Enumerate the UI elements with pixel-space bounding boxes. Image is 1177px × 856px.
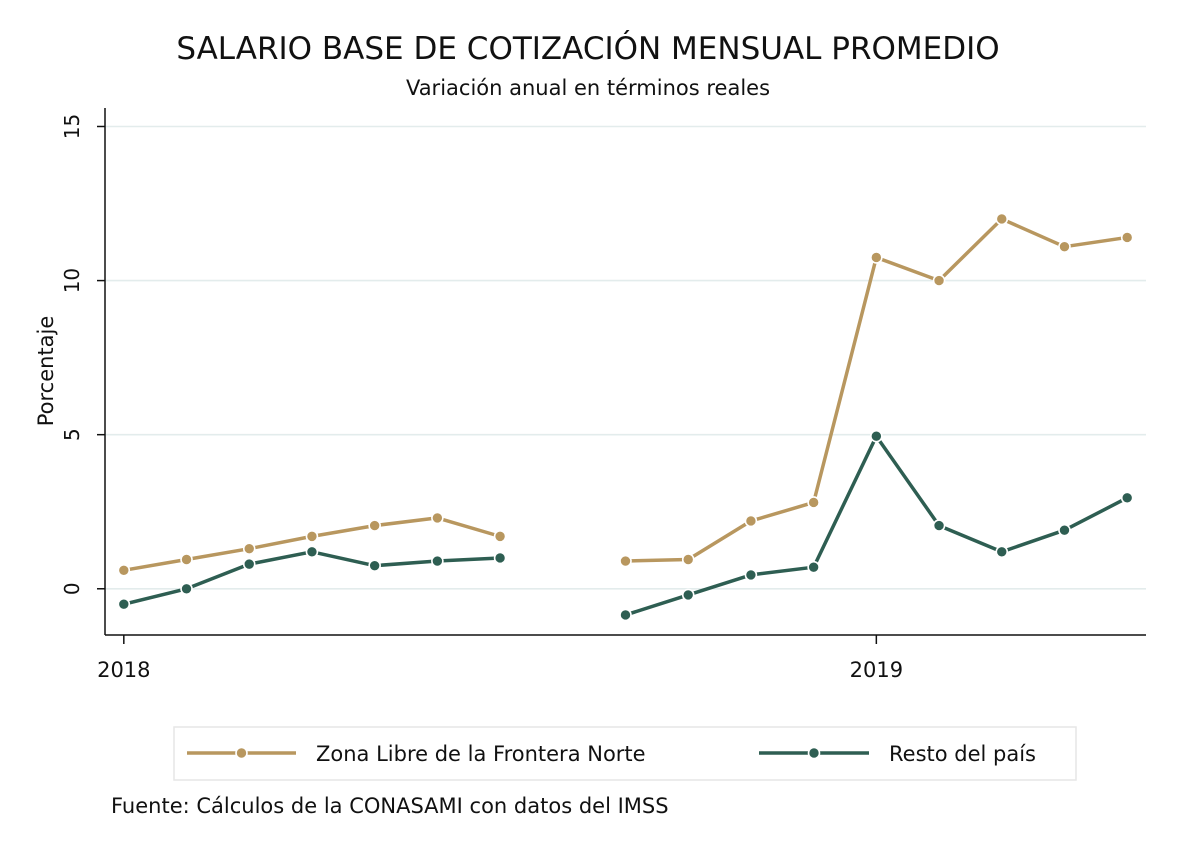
data-point	[242, 542, 256, 556]
source-note: Fuente: Cálculos de la CONASAMI con dato…	[111, 794, 669, 818]
legend-swatch-marker	[235, 746, 248, 760]
data-point	[932, 274, 946, 287]
data-point	[180, 553, 193, 566]
data-point	[1058, 523, 1071, 537]
x-tick-label: 2019	[850, 658, 903, 682]
chart-title: SALARIO BASE DE COTIZACIÓN MENSUAL PROME…	[176, 30, 999, 67]
data-point	[619, 554, 632, 568]
data-point	[681, 588, 695, 602]
series-2	[117, 429, 1134, 622]
data-point	[368, 559, 381, 572]
data-point	[305, 545, 319, 559]
data-point	[870, 429, 883, 443]
data-point	[744, 568, 758, 582]
data-point	[995, 545, 1009, 559]
data-point	[117, 563, 131, 577]
data-point	[932, 519, 946, 532]
data-point	[1120, 491, 1134, 505]
data-point	[995, 212, 1009, 226]
data-point	[870, 251, 883, 264]
data-point	[493, 551, 507, 565]
legend: Zona Libre de la Frontera Norte Resto del…	[173, 726, 1077, 781]
y-tick-label: 0	[60, 582, 84, 595]
y-tick-label: 10	[60, 268, 84, 293]
legend-label: Resto del país	[889, 742, 1036, 766]
series-1	[117, 212, 1134, 577]
legend-item: Resto del país	[759, 742, 1036, 766]
legend-item: Zona Libre de la Frontera Norte	[187, 742, 646, 766]
data-point	[431, 511, 444, 525]
data-point	[242, 557, 256, 571]
legend-swatch-marker	[807, 746, 821, 760]
data-point	[807, 496, 820, 509]
data-series	[117, 212, 1134, 622]
data-point	[1058, 240, 1071, 253]
data-point	[744, 514, 758, 528]
y-axis-label: Porcentaje	[34, 316, 58, 427]
x-axis-ticks: 2018 2019	[97, 635, 903, 682]
data-point	[431, 554, 444, 568]
data-point	[180, 582, 193, 596]
y-tick-label: 15	[60, 114, 84, 139]
legend-label: Zona Libre de la Frontera Norte	[316, 742, 646, 766]
data-point	[1120, 231, 1134, 244]
x-tick-label: 2018	[97, 658, 150, 682]
y-tick-label: 5	[60, 428, 84, 441]
axes	[104, 108, 1146, 636]
gridlines	[105, 125, 1146, 590]
y-axis-ticks: 0 5 10 15	[60, 114, 105, 595]
data-point	[619, 608, 632, 622]
legend-frame	[173, 726, 1077, 781]
chart-subtitle: Variación anual en términos reales	[406, 76, 770, 100]
data-point	[493, 530, 507, 543]
data-point	[117, 597, 131, 611]
data-point	[305, 530, 319, 543]
data-point	[681, 553, 695, 566]
series-line	[625, 217, 1128, 563]
data-point	[368, 519, 381, 532]
data-point	[807, 560, 820, 574]
